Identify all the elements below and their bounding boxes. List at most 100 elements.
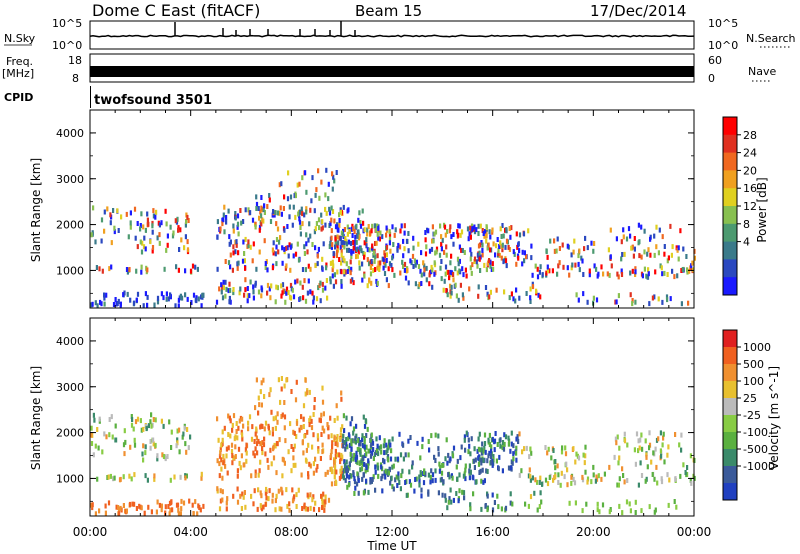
scatter-cell [115,437,118,443]
scatter-cell [150,423,153,429]
scatter-cell [635,431,639,437]
scatter-cell [318,225,321,231]
scatter-cell [225,453,228,459]
scatter-cell [321,225,324,231]
scatter-cell [404,480,407,485]
scatter-cell [350,226,353,232]
scatter-cell [446,292,449,298]
power-scatter-data [90,167,696,309]
scatter-cell [151,245,155,250]
scatter-cell [491,462,494,468]
colorbar-swatch [723,483,737,501]
scatter-cell [486,291,489,297]
scatter-cell [473,229,477,235]
scatter-cell [510,441,513,447]
scatter-cell [528,454,531,460]
scatter-cell [597,473,600,479]
scatter-cell [361,261,364,267]
scatter-cell [437,446,440,452]
scatter-cell [644,478,647,484]
scatter-cell [256,450,259,456]
scatter-cell [618,445,621,451]
scatter-cell [594,478,597,484]
scatter-cell [387,283,390,289]
scatter-cell [259,503,262,509]
scatter-cell [454,282,457,288]
scatter-cell [331,171,334,177]
scatter-cell [167,296,170,302]
sky-noise-spikes [174,21,356,36]
scatter-cell [369,271,373,277]
scatter-cell [408,469,411,475]
scatter-cell [489,234,492,240]
scatter-cell [649,252,652,258]
scatter-cell [608,272,611,278]
scatter-cell [586,479,589,485]
scatter-cell [491,436,494,442]
scatter-cell [202,503,205,509]
colorbar-swatch [723,152,737,171]
scatter-cell [507,435,510,441]
scatter-cell [328,206,331,212]
scatter-cell [403,267,406,273]
scatter-cell [220,457,223,463]
scatter-cell [590,479,593,485]
power-ylabel: Slant Range [km] [29,158,43,262]
scatter-cell [281,473,284,479]
scatter-cell [166,242,169,248]
scatter-cell [480,478,483,484]
scatter-cell [394,477,397,483]
beam-label: Beam 15 [355,2,422,20]
scatter-cell [441,237,444,243]
scatter-cell [608,464,611,470]
scatter-cell [369,230,372,236]
scatter-cell [529,477,532,483]
scatter-cell [133,472,136,478]
scatter-cell [294,193,297,199]
scatter-cell [317,217,321,223]
scatter-cell [350,446,353,452]
scatter-cell [515,450,518,456]
scatter-cell [577,253,580,259]
scatter-cell [330,235,333,241]
scatter-cell [289,194,293,200]
scatter-cell [660,453,663,459]
scatter-cell [505,263,508,269]
scatter-cell [177,303,180,309]
scatter-cell [531,475,534,481]
scatter-cell [637,438,640,444]
scatter-cell [508,226,511,231]
scatter-cell [228,281,231,287]
scatter-cell [363,254,366,260]
scatter-cell [493,500,496,505]
scatter-cell [200,303,203,309]
scatter-cell [368,261,371,267]
scatter-cell [452,497,455,503]
scatter-cell [362,472,365,478]
scatter-cell [363,227,366,233]
scatter-cell [376,462,379,468]
scatter-cell [276,226,280,232]
scatter-cell [412,264,415,269]
scatter-cell [349,270,352,276]
scatter-cell [91,502,94,508]
scatter-cell [286,224,289,229]
scatter-cell [529,446,532,452]
scatter-cell [275,244,278,250]
scatter-cell [229,264,232,270]
scatter-cell [621,252,624,257]
scatter-cell [236,224,239,230]
scatter-cell [103,209,106,215]
scatter-cell [448,275,451,281]
scatter-cell [239,208,242,213]
scatter-cell [622,227,625,233]
scatter-cell [483,478,486,484]
scatter-cell [97,445,100,451]
scatter-cell [439,223,442,229]
scatter-cell [329,241,332,246]
scatter-cell [251,217,255,223]
scatter-cell [292,204,295,210]
scatter-cell [623,438,627,444]
scatter-cell [96,427,99,432]
